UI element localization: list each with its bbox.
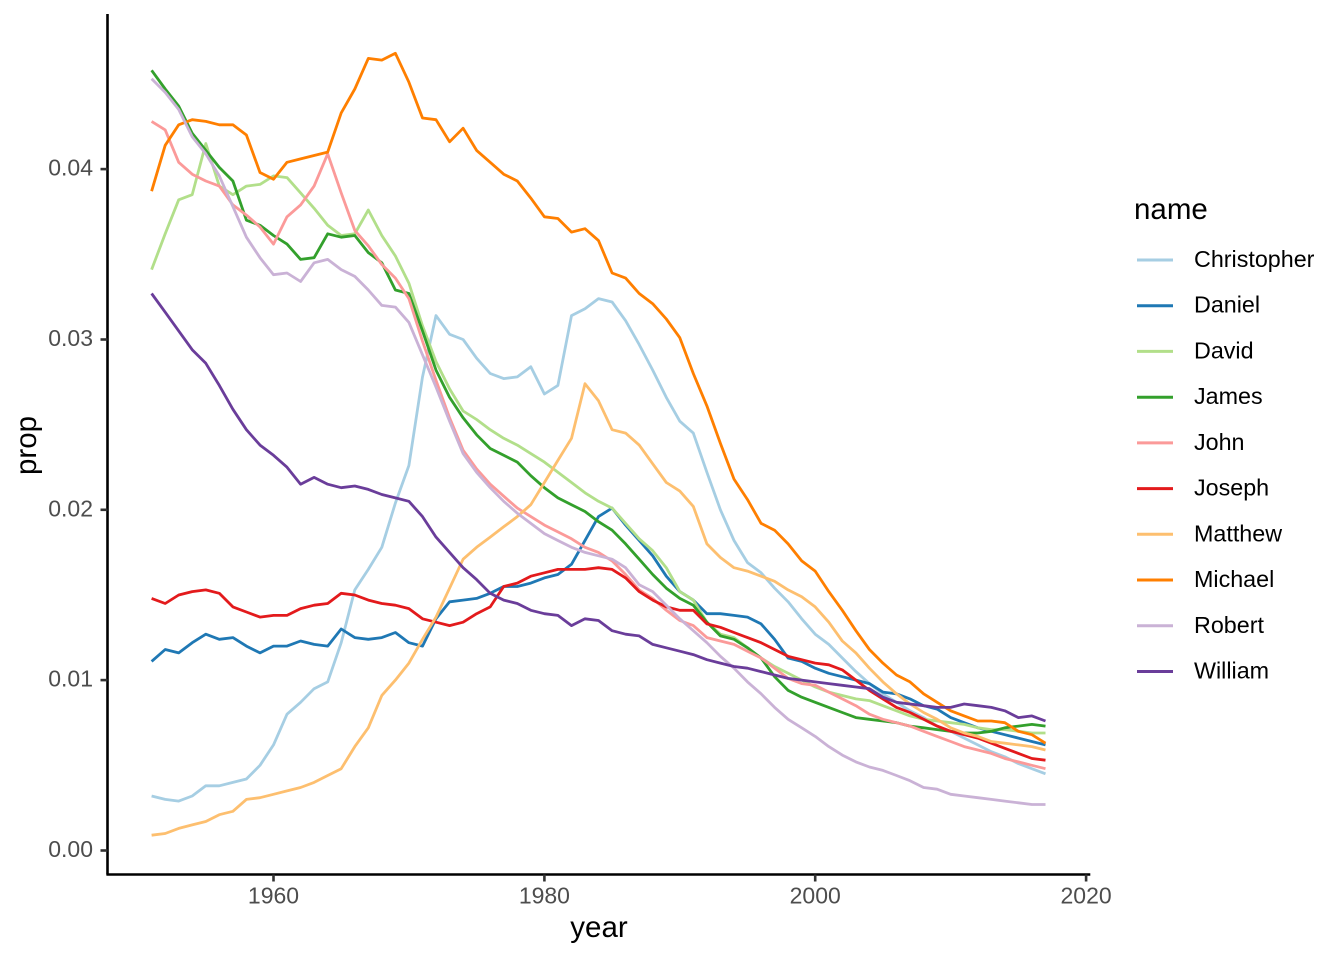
svg-text:David: David <box>1194 337 1254 363</box>
svg-text:name: name <box>1134 193 1208 226</box>
svg-text:William: William <box>1194 658 1269 684</box>
svg-text:year: year <box>570 911 628 944</box>
svg-text:0.00: 0.00 <box>48 836 93 862</box>
svg-text:1980: 1980 <box>519 883 570 909</box>
svg-text:0.01: 0.01 <box>48 666 93 692</box>
svg-text:0.03: 0.03 <box>48 325 93 351</box>
svg-text:Joseph: Joseph <box>1194 475 1269 501</box>
svg-text:Matthew: Matthew <box>1194 520 1282 546</box>
svg-text:2000: 2000 <box>790 883 841 909</box>
svg-text:2020: 2020 <box>1061 883 1112 909</box>
svg-text:Christopher: Christopher <box>1194 246 1315 272</box>
svg-text:Robert: Robert <box>1194 612 1264 638</box>
svg-text:1960: 1960 <box>248 883 299 909</box>
svg-text:0.04: 0.04 <box>48 155 93 181</box>
svg-text:John: John <box>1194 429 1245 455</box>
svg-text:Michael: Michael <box>1194 566 1274 592</box>
svg-text:Daniel: Daniel <box>1194 292 1260 318</box>
svg-text:0.02: 0.02 <box>48 495 93 521</box>
svg-text:prop: prop <box>10 416 43 475</box>
svg-text:James: James <box>1194 383 1263 409</box>
